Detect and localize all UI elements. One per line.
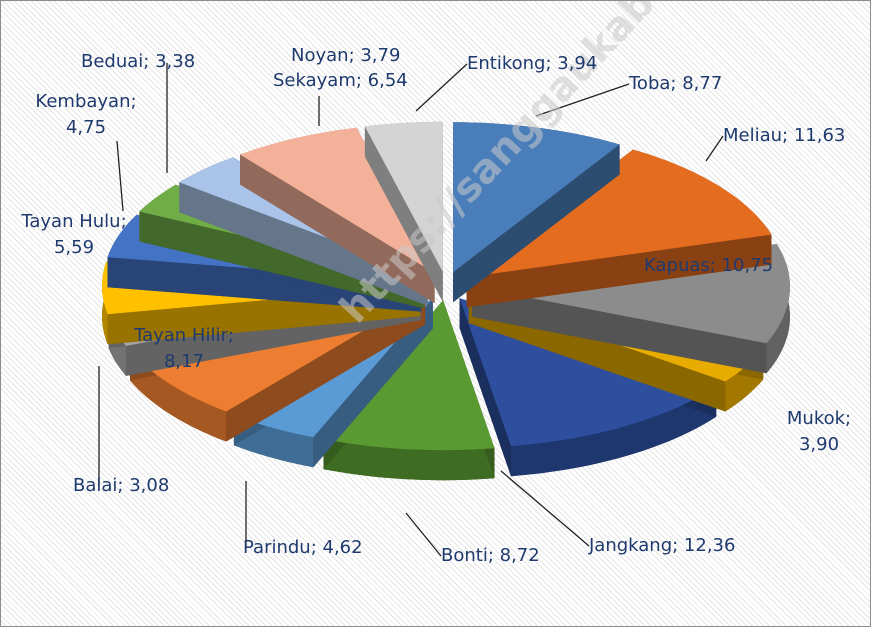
data-label: Kapuas; 10,75 [644,255,774,276]
data-label: Toba; 8,77 [629,73,723,94]
data-label: Meliau; 11,63 [723,125,846,146]
slice-edge [471,286,767,374]
leader-line [705,135,724,162]
slice [453,122,620,273]
data-label: Sekayam; 6,54 [273,70,408,91]
slice-edge [107,257,422,312]
slice-edge [466,234,772,308]
slice-edge [453,144,620,303]
leader-line [405,512,442,557]
data-label: Parindu; 4,62 [243,537,363,558]
slice-wall [323,439,495,481]
data-label: Balai; 3,08 [73,475,170,496]
slice [466,149,772,278]
slice-edge [364,126,443,302]
slice [240,127,435,274]
data-label: Bonti; 8,72 [441,545,540,566]
data-label: Entikong; 3,94 [467,53,598,74]
slice-wall [511,386,717,477]
slice-edge [459,298,512,477]
leader-line [415,63,468,112]
data-label: Noyan; 3,79 [291,45,401,66]
leader-line [500,470,590,547]
slice-edge [240,154,435,304]
data-label: Mukok; 3,90 [786,408,852,455]
slice [364,121,443,272]
data-label: Tayan Hulu; 5,59 [21,211,127,258]
data-label: Kembayan; 4,75 [35,91,137,138]
slice-edge [179,182,428,306]
slice [323,300,495,451]
data-label: Beduai; 3,38 [81,51,196,72]
slice-edge [139,211,425,309]
leader-line [535,83,630,117]
data-label: Tayan Hilir; 8,17 [134,325,234,372]
leader-line [116,140,124,212]
data-label: Jangkang; 12,36 [589,535,736,556]
